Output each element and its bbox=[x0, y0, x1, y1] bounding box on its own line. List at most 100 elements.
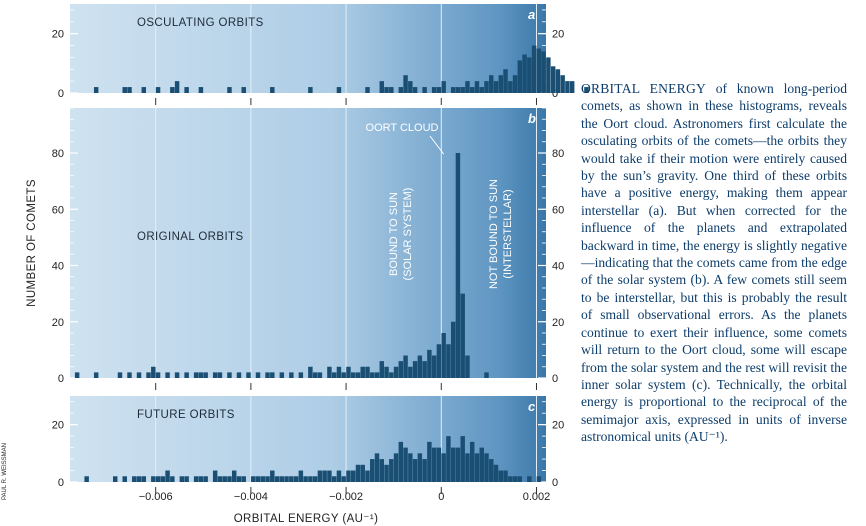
histogram-bar bbox=[384, 87, 389, 93]
oort-cloud-pointer bbox=[429, 135, 445, 155]
histogram-bar bbox=[536, 476, 542, 482]
histogram-bar bbox=[289, 372, 294, 378]
histogram-bar bbox=[270, 87, 275, 93]
histogram-bar bbox=[422, 361, 427, 378]
x-axis-label: ORBITAL ENERGY (AU⁻¹) bbox=[234, 513, 379, 525]
histogram-bar bbox=[427, 441, 432, 482]
histogram-bar bbox=[484, 453, 489, 482]
histogram-bar bbox=[517, 476, 523, 482]
histogram-bar bbox=[298, 372, 304, 378]
histogram-bar bbox=[270, 470, 275, 482]
histogram-bar bbox=[331, 476, 337, 482]
histogram-bar bbox=[255, 372, 261, 378]
histogram-bar bbox=[465, 355, 470, 378]
histogram-bar bbox=[469, 441, 475, 482]
figure-caption: ORBITAL ENERGY of known long-period come… bbox=[581, 80, 847, 446]
not-bound-sublabel: (INTERSTELLAR) bbox=[502, 189, 514, 278]
histogram-bar bbox=[170, 87, 175, 93]
not-bound-label: NOT BOUND TO SUN bbox=[488, 179, 500, 289]
histogram-bar bbox=[379, 81, 385, 93]
histogram-bar bbox=[389, 372, 394, 378]
histogram-bar bbox=[217, 476, 223, 482]
histogram-bar bbox=[236, 476, 242, 482]
histogram-bar bbox=[346, 470, 351, 482]
histogram-bar bbox=[489, 75, 494, 93]
histogram-bar bbox=[508, 81, 513, 93]
histogram-bar bbox=[122, 476, 127, 482]
histogram-bar bbox=[203, 372, 208, 378]
histogram-bar bbox=[469, 87, 475, 93]
x-tick-label: −0.006 bbox=[139, 491, 173, 503]
panel-b: 0 0 20 20 40 40 60 60 80 80 ORIGINAL ORBITS b OORT C… bbox=[52, 107, 564, 390]
histogram-bar bbox=[408, 81, 413, 93]
histogram-bar bbox=[498, 470, 504, 482]
histogram-bar bbox=[365, 470, 370, 482]
histogram-bar bbox=[151, 476, 156, 482]
histogram-bar bbox=[136, 372, 142, 378]
histogram-bar bbox=[422, 459, 427, 482]
histogram-bar bbox=[174, 372, 180, 378]
histogram-bar bbox=[436, 87, 442, 93]
histogram-bar bbox=[546, 57, 551, 93]
y-tick-label-right: 0 bbox=[552, 373, 558, 385]
histogram-bar bbox=[170, 476, 175, 482]
histogram-bar bbox=[327, 366, 332, 378]
histogram-bar bbox=[212, 470, 218, 482]
histogram-bar bbox=[446, 436, 451, 482]
histogram-bar bbox=[403, 75, 408, 93]
histogram-bar bbox=[503, 69, 508, 93]
oort-cloud-label: OORT CLOUD bbox=[366, 122, 439, 134]
histogram-bar bbox=[450, 87, 456, 93]
histogram-bar bbox=[398, 361, 404, 378]
histogram-bar bbox=[384, 464, 389, 482]
histogram-bar bbox=[417, 355, 423, 378]
histogram-bar bbox=[379, 459, 385, 482]
histogram-bar bbox=[370, 372, 375, 378]
bound-sublabel: (SOLAR SYSTEM) bbox=[402, 188, 414, 281]
panel-title: FUTURE ORBITS bbox=[137, 409, 235, 421]
histogram-bar bbox=[251, 476, 256, 482]
histogram-bar bbox=[179, 476, 185, 482]
histogram-bar bbox=[74, 372, 80, 378]
histogram-bar bbox=[441, 453, 446, 482]
histogram-bar bbox=[93, 87, 99, 93]
histogram-bar bbox=[265, 476, 270, 482]
histogram-bar bbox=[550, 66, 556, 93]
panel-c: 0 0 20 20 FUTURE ORBITS c bbox=[52, 396, 564, 494]
histogram-bar bbox=[193, 372, 199, 378]
histogram-bar bbox=[465, 81, 470, 93]
histogram-bar bbox=[350, 372, 356, 378]
histogram-bar bbox=[527, 57, 532, 93]
histogram-bar bbox=[503, 470, 508, 482]
histogram-bar bbox=[522, 54, 527, 93]
caption-body: of known long-period comets, as shown in… bbox=[581, 81, 847, 445]
histogram-bar bbox=[403, 447, 408, 482]
histogram-bar bbox=[284, 476, 289, 482]
histogram-bar bbox=[374, 372, 380, 378]
x-tick-label: 0 bbox=[438, 491, 444, 503]
histogram-bar bbox=[355, 372, 361, 378]
y-axis-label: NUMBER OF COMETS bbox=[26, 179, 38, 307]
histogram-bar bbox=[279, 476, 285, 482]
x-tick-label: −0.002 bbox=[329, 491, 363, 503]
histogram-bar bbox=[222, 476, 227, 482]
histogram-bar bbox=[493, 464, 499, 482]
y-tick-label-right: 0 bbox=[552, 88, 558, 100]
panel-letter: a bbox=[528, 7, 535, 22]
histogram-bar bbox=[293, 476, 299, 482]
panel-a: 0 0 20 20 OSCULATING ORBITS a bbox=[52, 4, 589, 105]
histogram-bar bbox=[336, 366, 342, 378]
histogram-bar bbox=[479, 87, 484, 93]
histogram-bar bbox=[289, 476, 294, 482]
histogram-bar bbox=[198, 87, 204, 93]
histogram-bar bbox=[474, 453, 480, 482]
panel-letter: c bbox=[528, 399, 536, 414]
histogram-bar bbox=[193, 476, 199, 482]
histogram-bar bbox=[555, 69, 561, 93]
histogram-bar bbox=[408, 366, 413, 378]
histogram-bar bbox=[174, 81, 180, 93]
y-tick-label-right: 80 bbox=[552, 148, 564, 160]
histogram-bar bbox=[460, 293, 465, 378]
histogram-bar bbox=[141, 87, 147, 93]
histogram-bar bbox=[217, 372, 223, 378]
